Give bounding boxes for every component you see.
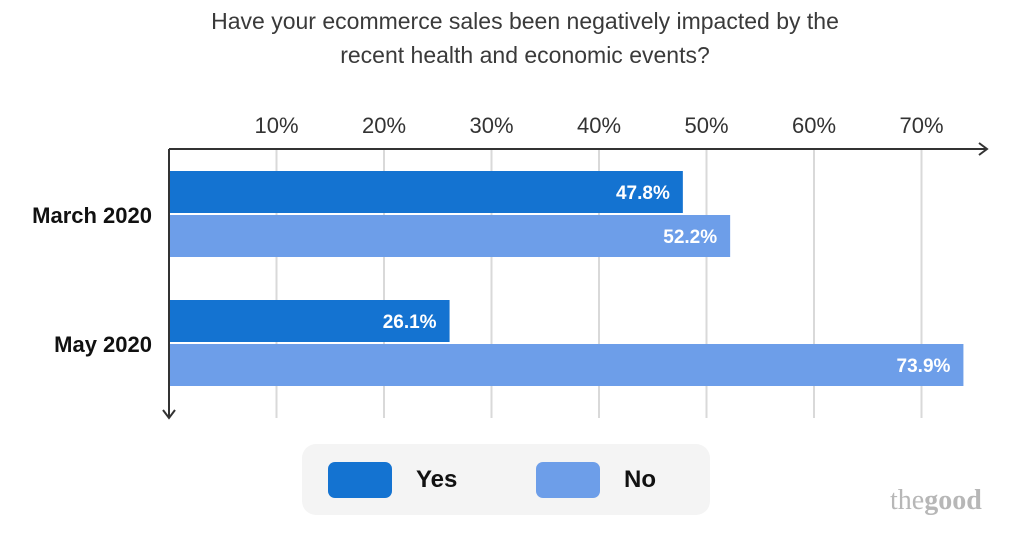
legend-swatch-yes <box>328 462 392 498</box>
x-tick-label: 20% <box>362 113 406 138</box>
category-label: March 2020 <box>32 203 152 228</box>
y-axis-arrow <box>162 409 176 420</box>
x-tick-label: 70% <box>899 113 943 138</box>
bar-value-label: 47.8% <box>616 183 670 204</box>
brand-logo-bold: good <box>924 485 982 516</box>
brand-logo-light: the <box>890 485 925 516</box>
category-label: May 2020 <box>54 332 152 357</box>
x-tick-label: 40% <box>577 113 621 138</box>
bar-yes <box>169 171 683 213</box>
legend: Yes No <box>302 444 710 515</box>
x-tick-label: 60% <box>792 113 836 138</box>
bar-value-label: 73.9% <box>897 356 951 377</box>
bar-yes <box>169 300 450 342</box>
x-tick-label: 10% <box>254 113 298 138</box>
bar-value-label: 52.2% <box>663 227 717 248</box>
x-axis-arrow <box>978 142 989 156</box>
chart-title-line-2: recent health and economic events? <box>340 42 710 68</box>
legend-swatch-no <box>536 462 600 498</box>
bar-no <box>169 344 964 386</box>
legend-label-yes: Yes <box>416 466 458 493</box>
x-tick-label: 50% <box>684 113 728 138</box>
chart-title-line-1: Have your ecommerce sales been negativel… <box>211 8 839 34</box>
brand-logo: thegood <box>890 485 982 517</box>
bar-no <box>169 215 731 257</box>
x-tick-label: 30% <box>469 113 513 138</box>
chart-title: Have your ecommerce sales been negativel… <box>0 4 1024 72</box>
legend-label-no: No <box>624 466 656 493</box>
bar-value-label: 26.1% <box>383 312 437 333</box>
